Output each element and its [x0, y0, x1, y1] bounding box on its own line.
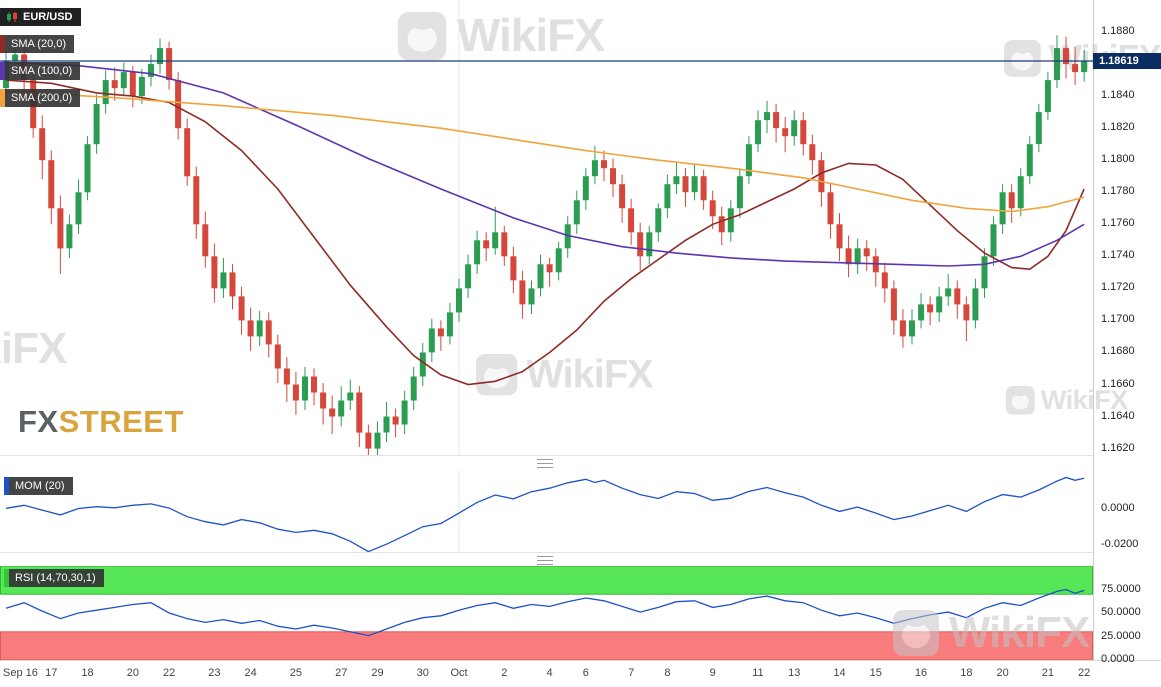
time-axis-label: 16 [914, 667, 928, 679]
price-axis-label: 1.1660 [1101, 377, 1135, 390]
time-axis-label: 30 [416, 667, 429, 679]
momentum-color-chip [4, 477, 9, 495]
chart-legend: EUR/USD SMA (20,0) SMA (100,0) SMA (200,… [0, 8, 81, 116]
rsi-axis-label: 75.0000 [1101, 582, 1141, 595]
sma20-label: SMA (20,0) [11, 38, 67, 50]
time-axis-label: 6 [582, 667, 589, 679]
time-axis-label: 22 [162, 667, 176, 679]
price-axis-label: 1.1680 [1101, 345, 1135, 358]
rsi-label: RSI (14,70,30,1) [15, 572, 96, 584]
price-axis-label: 1.1740 [1101, 249, 1135, 262]
main-chart-panel: EUR/USD SMA (20,0) SMA (100,0) SMA (200,… [0, 0, 1093, 455]
time-axis-label: Sep 16 [3, 667, 38, 679]
price-axis-label: 1.1720 [1101, 281, 1135, 294]
time-axis[interactable]: Sep 16 17 18 20 22 23 24 25 27 29 30 Oct 2 4 6 7 8 9 11 13 1… [0, 660, 1161, 687]
panel-separator [0, 455, 1093, 470]
rsi-panel [0, 566, 1161, 660]
rsi-chart[interactable] [0, 566, 1093, 660]
rsi-legend[interactable]: RSI (14,70,30,1) [4, 569, 104, 587]
time-axis-label: 27 [335, 667, 348, 679]
momentum-axis[interactable]: 0.0000 -0.0200 [1093, 470, 1161, 552]
price-axis-label: 1.1700 [1101, 313, 1135, 326]
fxstreet-logo-fx: FX [18, 404, 59, 439]
symbol-legend[interactable]: EUR/USD [0, 8, 81, 26]
time-axis-label: 14 [833, 667, 846, 679]
rsi-axis-label: 50.0000 [1101, 606, 1141, 618]
time-axis-label: 20 [996, 667, 1009, 679]
time-axis-label: 21 [1041, 667, 1055, 679]
rsi-axis-label: 25.0000 [1101, 629, 1141, 642]
time-axis-label: 18 [81, 667, 94, 679]
time-axis-label: Oct [450, 667, 468, 679]
time-axis-label: 24 [244, 667, 257, 679]
time-axis-label: 11 [752, 667, 764, 679]
momentum-label: MOM (20) [15, 480, 65, 492]
candlestick-chart[interactable] [0, 0, 1093, 455]
momentum-chart[interactable] [0, 470, 1093, 552]
last-price-badge: 1.18619 [1093, 53, 1161, 70]
price-axis-label: 1.1800 [1101, 153, 1135, 166]
price-axis-label: 1.1780 [1101, 185, 1135, 198]
price-axis-border [1093, 0, 1094, 661]
time-axis-label: 22 [1078, 667, 1091, 679]
time-axis-label: 4 [546, 667, 553, 679]
price-axis-label: 1.1640 [1101, 409, 1135, 422]
fxstreet-logo-street: STREET [58, 404, 184, 439]
sma100-label: SMA (100,0) [11, 65, 73, 77]
time-axis-label: 25 [289, 667, 303, 679]
momentum-axis-label: -0.0200 [1101, 537, 1139, 550]
panel-resize-handle[interactable] [537, 556, 553, 565]
time-axis-label: 15 [869, 667, 882, 679]
legend-sma-20[interactable]: SMA (20,0) [0, 35, 81, 53]
symbol-label: EUR/USD [23, 11, 73, 23]
momentum-axis-label: 0.0000 [1101, 502, 1135, 515]
sma20-color-chip [0, 35, 5, 53]
rsi-axis[interactable]: 75.0000 50.0000 25.0000 0.0000 [1093, 566, 1161, 666]
price-axis-label: 1.1620 [1101, 441, 1135, 454]
sma200-label: SMA (200,0) [11, 92, 73, 104]
price-axis-label: 1.1820 [1101, 121, 1135, 134]
time-axis-label: 9 [709, 667, 716, 679]
candlestick-icon [7, 12, 17, 22]
legend-sma-200[interactable]: SMA (200,0) [0, 89, 81, 107]
rsi-color-chip [4, 569, 9, 587]
price-axis-label: 1.1880 [1101, 25, 1135, 38]
panel-separator [0, 552, 1093, 566]
time-axis-label: 7 [628, 667, 635, 679]
price-axis-label: 1.1840 [1101, 89, 1135, 102]
time-axis-label: 23 [208, 667, 221, 679]
momentum-panel [0, 470, 1161, 552]
momentum-legend[interactable]: MOM (20) [4, 477, 73, 495]
rsi-axis-label: 0.0000 [1101, 653, 1135, 665]
time-axis-label: 18 [960, 667, 973, 679]
time-axis-label: 20 [126, 667, 139, 679]
time-axis-label: 2 [501, 667, 508, 679]
time-axis-label: 8 [664, 667, 671, 679]
sma100-color-chip [0, 62, 5, 80]
legend-sma-100[interactable]: SMA (100,0) [0, 62, 81, 80]
fxstreet-logo: FXSTREET [18, 404, 184, 440]
time-axis-label: 17 [45, 667, 58, 679]
price-axis-label: 1.1760 [1101, 217, 1135, 230]
time-axis-label: 29 [371, 667, 384, 679]
sma200-color-chip [0, 89, 5, 107]
panel-resize-handle[interactable] [537, 459, 553, 468]
time-axis-label: 13 [788, 667, 801, 679]
